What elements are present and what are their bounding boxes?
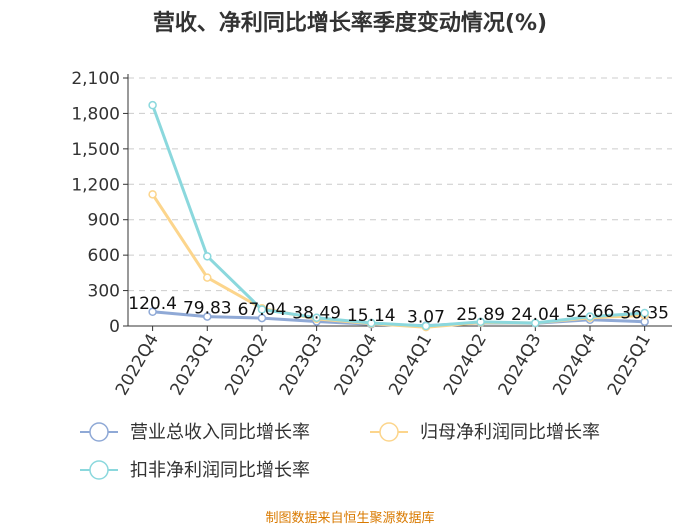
data-label: 15.14	[347, 306, 396, 326]
legend-item-3: 扣非净利润同比增长率	[80, 460, 310, 481]
data-point	[585, 312, 595, 321]
legend-item-1: 营业总收入同比增长率	[80, 422, 310, 443]
series-lines	[148, 100, 649, 332]
legend-marker	[89, 460, 109, 480]
data-label: 25.89	[456, 305, 505, 325]
data-label: 36.35	[620, 304, 669, 324]
data-point	[421, 321, 431, 331]
legend-label: 营业总收入同比增长率	[130, 422, 310, 443]
chart-title: 营收、净利同比增长率季度变动情况(%)	[153, 10, 547, 36]
x-tick-label: 2024Q2	[440, 330, 491, 398]
y-tick-label: 600	[88, 246, 120, 266]
data-point	[148, 190, 157, 199]
x-tick-label: 2025Q1	[604, 331, 655, 399]
data-label: 3.07	[407, 308, 445, 328]
x-tick-label: 2023Q2	[221, 331, 272, 399]
x-tick-label: 2023Q3	[276, 331, 327, 399]
data-point	[203, 273, 212, 282]
x-tick-label: 2023Q1	[167, 331, 218, 399]
x-tick-label: 2024Q4	[549, 331, 600, 399]
data-labels: 120.4 79.83 67.04 38.49 15.14 3.07 25.89 24.04 5…	[128, 294, 669, 328]
data-label: 67.04	[238, 300, 287, 320]
data-label: 24.04	[511, 305, 560, 325]
data-point	[367, 318, 376, 328]
data-label: 38.49	[292, 303, 341, 323]
data-point	[257, 305, 267, 314]
y-tick-label: 900	[88, 211, 120, 231]
data-point	[203, 312, 212, 321]
y-tick-label: 1,800	[71, 104, 120, 124]
x-tick-label: 2022Q4	[112, 331, 163, 399]
legend-label: 扣非净利润同比增长率	[130, 460, 310, 481]
legend-marker	[89, 422, 109, 442]
source-note: 制图数据来自恒生聚源数据库	[265, 510, 434, 525]
series-3	[148, 100, 649, 331]
x-tick-label: 2023Q4	[331, 331, 382, 399]
data-point	[312, 313, 321, 322]
legend-label: 归母净利润同比增长率	[420, 422, 600, 443]
data-point	[640, 308, 649, 318]
data-label: 52.66	[566, 302, 615, 322]
x-tick-label: 2024Q1	[385, 331, 436, 399]
data-label: 120.4	[128, 294, 177, 314]
y-tick-label: 1,500	[71, 140, 120, 160]
y-tick-label: 2,100	[71, 69, 120, 89]
data-point	[257, 313, 267, 323]
y-tick-label: 1,200	[71, 175, 120, 195]
data-point	[148, 100, 157, 110]
data-point	[476, 317, 485, 327]
legend-marker	[379, 422, 399, 442]
legend-item-2: 归母净利润同比增长率	[370, 422, 600, 443]
data-label: 79.83	[183, 299, 232, 319]
x-tick-label: 2024Q3	[495, 331, 546, 399]
y-tick-label: 300	[88, 282, 120, 302]
data-point	[203, 252, 212, 261]
series-line	[151, 104, 645, 328]
data-point	[148, 307, 157, 317]
data-point	[531, 318, 540, 328]
y-tick-label: 0	[109, 317, 120, 337]
grid-lines	[128, 77, 672, 292]
